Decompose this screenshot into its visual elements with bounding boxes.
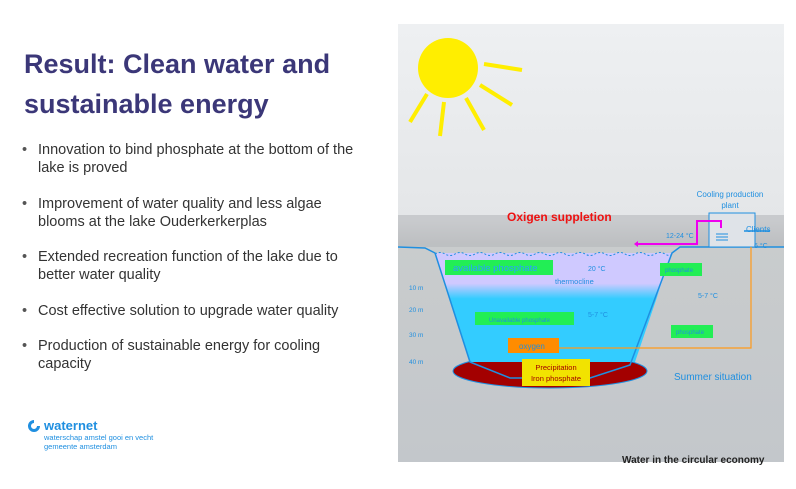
thermocline-label: thermocline	[555, 277, 594, 286]
depth-40: 40 m	[409, 359, 423, 366]
temp-surface: 20 °C	[588, 265, 606, 273]
pipe-arrow	[634, 241, 638, 247]
phosphate-out-text: phosphate	[665, 268, 694, 274]
return-pipe	[558, 247, 752, 349]
depth-20: 20 m	[409, 307, 423, 314]
depth-30: 30 m	[409, 332, 423, 339]
heat-exchanger-icon	[716, 233, 728, 241]
phosphate-out-label	[660, 263, 702, 276]
clients-label: Clients	[746, 225, 770, 234]
oxygen-text: oxygen	[519, 342, 545, 351]
oxygen-label	[508, 338, 559, 353]
bullet-item: Innovation to bind phosphate at the bott…	[22, 141, 372, 177]
bullet-item: Production of sustainable energy for coo…	[22, 337, 372, 373]
sun-icon	[408, 38, 523, 137]
oxygen-suppletion-title: Oxigen suppletion	[507, 210, 612, 224]
temp-deep: 5-7 °C	[588, 311, 608, 319]
logo-subtitle: waterschap amstel gooi en vecht gemeente…	[44, 433, 153, 451]
logo-name: waternet	[44, 418, 98, 433]
iron-phosphate-text: Iron phosphate	[531, 374, 581, 383]
bullet-list: Innovation to bind phosphate at the bott…	[22, 141, 372, 391]
temp-return: 5-7 °C	[698, 292, 718, 300]
bullet-item: Improvement of water quality and less al…	[22, 195, 372, 231]
precipitation-text: Precipitation	[535, 363, 576, 372]
cooling-plant-label: Cooling production	[697, 190, 764, 199]
unavailable-phosphate-text: Unavailable phosphate	[489, 318, 551, 324]
waternet-swirl-icon	[28, 420, 40, 432]
depth-10: 10 m	[409, 285, 423, 292]
precipitation-label	[522, 359, 590, 386]
available-phosphate-text: available phosphate	[453, 263, 538, 274]
bullet-item: Cost effective solution to upgrade water…	[22, 302, 372, 320]
unavailable-phosphate-label	[475, 312, 574, 325]
lake-diagram: Oxigen suppletion Cooling production pla…	[398, 24, 784, 462]
slide-title: Result: Clean water and sustainable ener…	[24, 49, 331, 119]
bullet-item: Extended recreation function of the lake…	[22, 248, 372, 284]
cooling-plant-box	[708, 212, 756, 248]
temp-clients: 6 °C	[754, 242, 768, 250]
cooling-plant-label-2: plant	[721, 201, 739, 210]
water-surface	[434, 252, 673, 256]
logo-line-1: waterschap amstel gooi en vecht	[44, 433, 154, 442]
summer-situation-label: Summer situation	[674, 372, 752, 383]
footer-text: Water in the circular economy	[622, 455, 765, 466]
available-phosphate-label	[445, 260, 553, 275]
magenta-pipe	[638, 220, 722, 245]
phosphate-return-text: phosphate	[676, 330, 705, 336]
phosphate-return-label	[671, 325, 713, 338]
temp-inlet: 12-24 °C	[666, 232, 694, 240]
logo-line-2: gemeente amsterdam	[44, 442, 117, 451]
lake-water	[435, 253, 672, 362]
